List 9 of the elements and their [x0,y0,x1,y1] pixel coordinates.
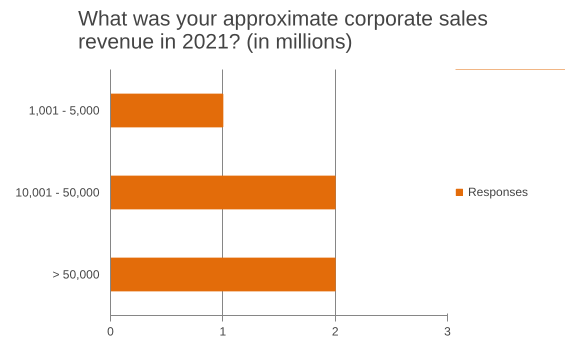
x-tick-label: 0 [107,324,114,338]
chart-title: What was your approximate corporate sales revenue in 2021? (in millions) [78,8,488,54]
y-tick-label: 10,001 - 50,000 [15,186,100,200]
y-tick-label: > 50,000 [52,268,100,282]
legend-label: Responses [468,185,528,199]
y-tick-label: 1,001 - 5,000 [28,104,100,118]
x-tick-label: 3 [444,324,452,338]
x-tick-label: 1 [219,324,226,338]
x-tick-label: 2 [332,324,339,338]
